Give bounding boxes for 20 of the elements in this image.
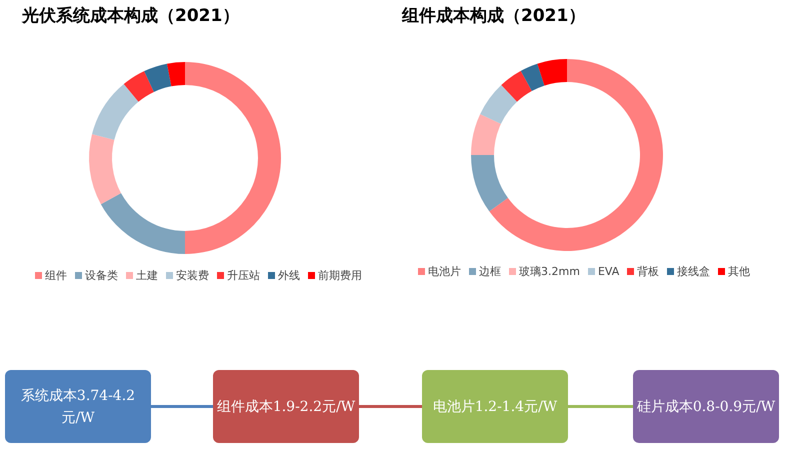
legend-label: 升压站 [226, 269, 260, 282]
legend-label: 组件 [44, 269, 67, 282]
legend-label: 安装费 [175, 269, 209, 282]
text: 硅片成本0.8-0.9元/W [633, 370, 779, 443]
text: 电池片1.2-1.4元/W [422, 370, 568, 443]
text: 系统成本3.74-4.2元/W [5, 370, 151, 443]
chart-title: 光伏系统成本构成（2021） [22, 5, 240, 27]
legend-label: 前期费用 [317, 269, 362, 282]
legend-label: 其他 [727, 265, 750, 278]
legend-label: 电池片 [427, 265, 461, 278]
legend-label: 土建 [135, 269, 158, 282]
legend-label: 边框 [478, 265, 501, 278]
text: 组件成本1.9-2.2元/W [213, 370, 359, 443]
legend-label: 背板 [636, 265, 660, 278]
legend-label: EVA [596, 265, 620, 278]
legend-label: 接线盒 [676, 265, 710, 278]
legend-label: 外线 [277, 269, 300, 282]
legend-label: 玻璃3.2mm [518, 265, 580, 278]
chart-title: 组件成本构成（2021） [402, 5, 586, 27]
legend-label: 设备类 [84, 269, 118, 282]
